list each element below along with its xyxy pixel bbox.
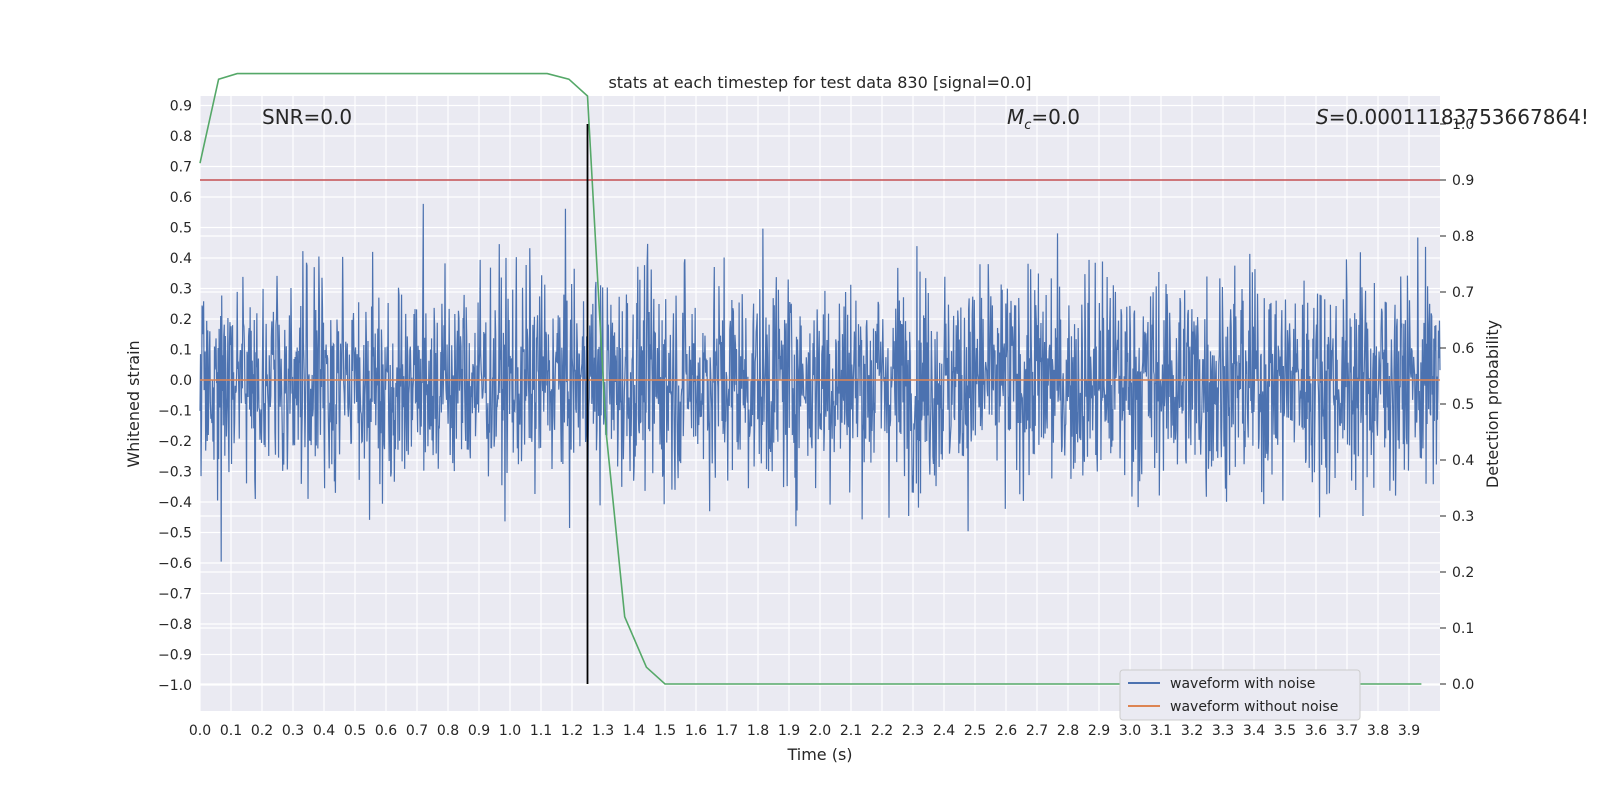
- y-tick-label: 0.4: [170, 251, 192, 267]
- x-tick-label: 2.6: [995, 723, 1017, 739]
- y2-tick-label: 0.9: [1452, 173, 1474, 189]
- legend-label-noise: waveform with noise: [1170, 676, 1315, 692]
- x-tick-label: 0.9: [468, 723, 490, 739]
- annotation-snr: SNR=0.0: [262, 105, 352, 129]
- legend: waveform with noise waveform without noi…: [1119, 669, 1361, 721]
- y-tick-label: −0.7: [158, 587, 192, 603]
- legend-box: [1119, 669, 1361, 721]
- x-tick-label: 3.9: [1398, 723, 1420, 739]
- legend-label-clean: waveform without noise: [1170, 699, 1338, 715]
- y-tick-label: 0.6: [170, 190, 192, 206]
- x-tick-label: 1.3: [592, 723, 614, 739]
- x-tick-label: 0.8: [437, 723, 459, 739]
- y2-tick-label: 1.0: [1452, 117, 1474, 133]
- x-tick-label: 2.8: [1057, 723, 1079, 739]
- annotation-mc: Mc=0.0: [1007, 105, 1080, 133]
- y2-tick-label: 0.1: [1452, 621, 1474, 637]
- x-tick-label: 0.7: [406, 723, 428, 739]
- x-tick-label: 3.6: [1305, 723, 1327, 739]
- chart-title: stats at each timestep for test data 830…: [608, 73, 1031, 92]
- x-tick-label: 3.5: [1274, 723, 1296, 739]
- x-tick-label: 0.3: [282, 723, 304, 739]
- x-tick-label: 3.2: [1181, 723, 1203, 739]
- x-tick-label: 2.7: [1026, 723, 1048, 739]
- y-tick-label: −0.1: [158, 404, 192, 420]
- x-tick-label: 1.0: [499, 723, 521, 739]
- x-ticks: 0.0 0.1 0.2 0.3 0.4 0.5 0.6 0.7 0.8 0.9 1.0 1.1 1.2 1…: [189, 723, 1420, 739]
- y-tick-label: −0.8: [158, 617, 192, 633]
- y2-tick-label: 0.5: [1452, 397, 1474, 413]
- y-tick-label: −0.6: [158, 556, 192, 572]
- x-tick-label: 3.7: [1336, 723, 1358, 739]
- y-tick-label: −0.3: [158, 465, 192, 481]
- x-tick-label: 3.0: [1119, 723, 1141, 739]
- y2-ticks: 1.0 0.9 0.8 0.7 0.6 0.5 0.4 0.3 0.2 0.1 0.0: [1440, 117, 1474, 693]
- y2-axis-label: Detection probability: [1483, 320, 1502, 488]
- x-tick-label: 0.6: [375, 723, 397, 739]
- y-tick-label: −0.5: [158, 526, 192, 542]
- y2-tick-label: 0.2: [1452, 565, 1474, 581]
- y-tick-label: −0.2: [158, 434, 192, 450]
- x-tick-label: 1.8: [747, 723, 769, 739]
- x-tick-label: 2.5: [964, 723, 986, 739]
- y-tick-label: 0.8: [170, 129, 192, 145]
- x-tick-label: 0.0: [189, 723, 211, 739]
- y-tick-label: 0.1: [170, 343, 192, 359]
- y-tick-label: 0.3: [170, 282, 192, 298]
- line-series: [199, 72, 1440, 685]
- y-tick-label: 0.2: [170, 312, 192, 328]
- x-tick-label: 3.8: [1367, 723, 1389, 739]
- x-tick-label: 1.5: [654, 723, 676, 739]
- x-tick-label: 2.0: [809, 723, 831, 739]
- y2-tick-label: 0.0: [1452, 677, 1474, 693]
- y-ticks: 0.9 0.8 0.7 0.6 0.5 0.4 0.3 0.2 0.1 0.0 −0.1 −0.2 −0…: [158, 99, 192, 695]
- x-tick-label: 2.1: [840, 723, 862, 739]
- y-tick-label: −1.0: [158, 678, 192, 694]
- x-tick-label: 3.1: [1150, 723, 1172, 739]
- y-tick-label: 0.0: [170, 373, 192, 389]
- x-axis-label: Time (s): [786, 745, 852, 764]
- x-tick-label: 3.4: [1243, 723, 1265, 739]
- x-tick-label: 2.9: [1088, 723, 1110, 739]
- x-tick-label: 1.7: [716, 723, 738, 739]
- x-tick-label: 0.4: [313, 723, 335, 739]
- y-tick-label: −0.9: [158, 648, 192, 664]
- x-tick-label: 0.2: [251, 723, 273, 739]
- x-tick-label: 2.3: [902, 723, 924, 739]
- y-tick-label: 0.7: [170, 160, 192, 176]
- y2-tick-label: 0.7: [1452, 285, 1474, 301]
- y-tick-label: −0.4: [158, 495, 192, 511]
- noise-waveform-line: [199, 203, 1441, 562]
- y2-tick-label: 0.6: [1452, 341, 1474, 357]
- x-tick-label: 1.4: [623, 723, 645, 739]
- annotation-s: S=0.00011183753667864!: [1316, 105, 1589, 129]
- x-tick-label: 3.3: [1212, 723, 1234, 739]
- noise-series: [199, 203, 1441, 562]
- x-tick-label: 0.5: [344, 723, 366, 739]
- y2-tick-label: 0.3: [1452, 509, 1474, 525]
- x-tick-label: 1.2: [561, 723, 583, 739]
- x-tick-label: 1.1: [530, 723, 552, 739]
- x-tick-label: 1.6: [685, 723, 707, 739]
- x-tick-label: 2.4: [933, 723, 955, 739]
- x-tick-label: 2.2: [871, 723, 893, 739]
- y-tick-label: 0.9: [170, 99, 192, 115]
- y-axis-label: Whitened strain: [124, 340, 143, 467]
- y2-tick-label: 0.8: [1452, 229, 1474, 245]
- x-tick-label: 1.9: [778, 723, 800, 739]
- y2-tick-label: 0.4: [1452, 453, 1474, 469]
- y-tick-label: 0.5: [170, 221, 192, 237]
- x-tick-label: 0.1: [220, 723, 242, 739]
- detection-probability-line: [199, 72, 1422, 685]
